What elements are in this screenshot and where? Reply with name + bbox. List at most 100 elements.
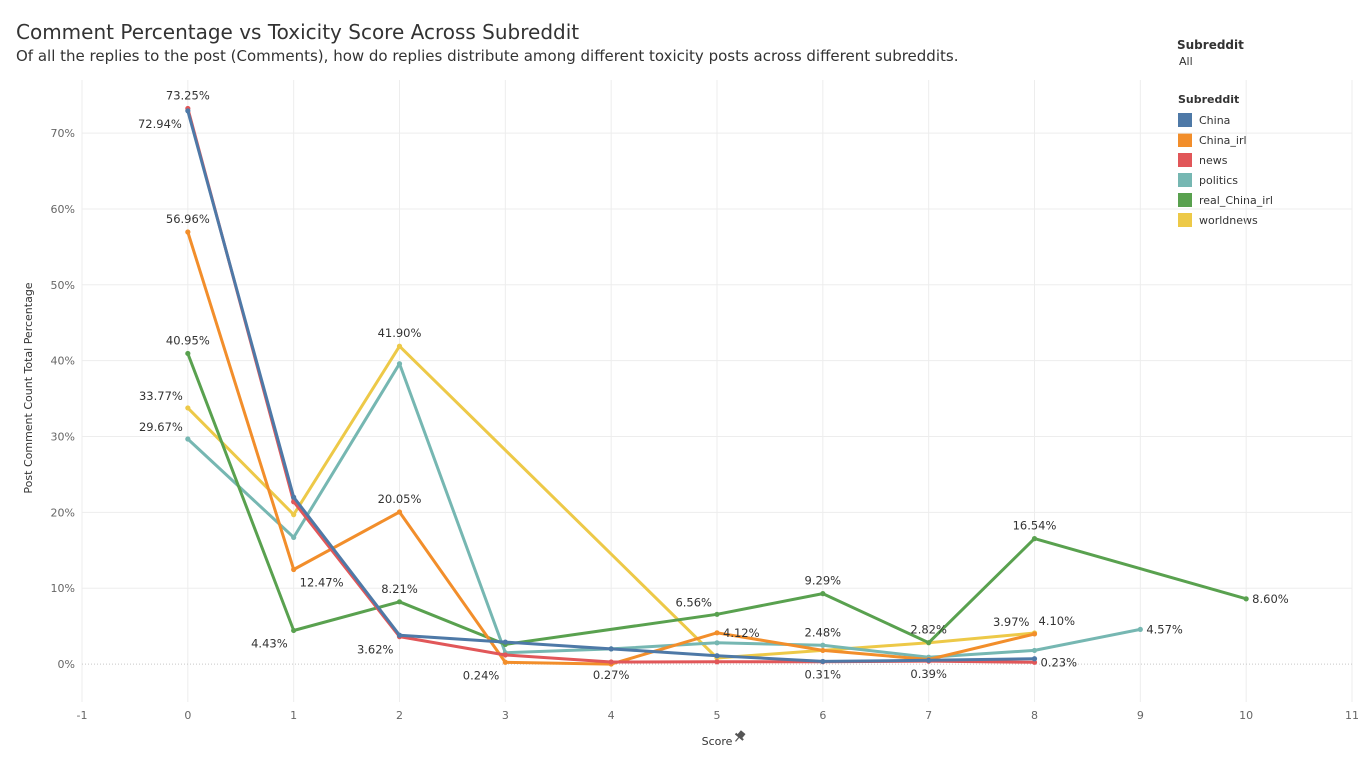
- x-tick-label: 3: [502, 709, 509, 722]
- x-axis-ticks: -1 0 1 2 3 4 5 6 7 8 9 10 11: [77, 709, 1359, 722]
- legend-label: China_irl: [1199, 133, 1247, 147]
- data-point-worldnews[interactable]: [291, 512, 297, 518]
- data-label: 9.29%: [805, 574, 842, 588]
- data-point-china-irl[interactable]: [291, 566, 297, 573]
- x-tick-label: 7: [925, 709, 932, 722]
- data-point-politics[interactable]: [291, 534, 297, 540]
- y-tick-label: 40%: [51, 355, 75, 368]
- data-point-china[interactable]: [820, 658, 826, 665]
- data-label: 0.24%: [463, 668, 500, 682]
- legend-swatch: [1178, 173, 1192, 187]
- series-line-worldnews[interactable]: [186, 344, 1035, 660]
- legend-item-politics[interactable]: politics: [1178, 170, 1273, 190]
- legend-item-worldnews[interactable]: worldnews: [1178, 210, 1273, 230]
- data-label: 8.60%: [1252, 592, 1289, 606]
- data-point-china[interactable]: [1031, 656, 1038, 662]
- legend-label: China: [1199, 113, 1231, 127]
- y-axis-title: Post Comment Count Total Percentage: [22, 282, 35, 493]
- data-point-china-irl[interactable]: [185, 229, 191, 235]
- legend-item-china-irl[interactable]: China_irl: [1178, 130, 1273, 150]
- data-label: 0.31%: [805, 668, 842, 682]
- legend-label: real_China_irl: [1199, 193, 1273, 207]
- data-point-china-irl[interactable]: [396, 509, 403, 515]
- chart-title: Comment Percentage vs Toxicity Score Acr…: [16, 20, 580, 44]
- data-point-news[interactable]: [502, 652, 508, 658]
- data-point-china[interactable]: [185, 108, 191, 114]
- data-point-china[interactable]: [926, 657, 932, 663]
- data-point-news[interactable]: [714, 659, 720, 665]
- data-point-worldnews[interactable]: [185, 405, 191, 411]
- data-point-real-china-irl[interactable]: [714, 611, 720, 617]
- x-tick-label: 1: [290, 709, 297, 722]
- data-label: 2.48%: [805, 625, 842, 639]
- data-label: 29.67%: [139, 420, 183, 434]
- y-tick-label: 20%: [51, 506, 75, 519]
- legend-item-real-china-irl[interactable]: real_China_irl: [1178, 190, 1273, 210]
- data-point-news[interactable]: [1031, 659, 1038, 665]
- legend-item-china[interactable]: China: [1178, 110, 1273, 130]
- data-point-china[interactable]: [502, 639, 508, 645]
- data-point-china-irl[interactable]: [502, 659, 508, 665]
- data-label: 12.47%: [300, 575, 344, 589]
- data-label: 8.21%: [381, 582, 418, 596]
- data-point-real-china-irl[interactable]: [1031, 536, 1038, 542]
- x-tick-label: 4: [608, 709, 615, 722]
- subreddit-filter[interactable]: Subreddit All: [1177, 38, 1244, 68]
- x-tick-label: 5: [714, 709, 721, 722]
- legend-swatch: [1178, 193, 1192, 207]
- data-point-politics[interactable]: [396, 361, 403, 367]
- data-point-real-china-irl[interactable]: [820, 591, 826, 597]
- data-point-china[interactable]: [396, 632, 403, 638]
- data-point-worldnews[interactable]: [396, 343, 403, 349]
- gridlines: [81, 80, 1353, 702]
- data-point-real-china-irl[interactable]: [1243, 596, 1249, 602]
- data-point-china-irl[interactable]: [1031, 631, 1038, 637]
- data-point-real-china-irl[interactable]: [291, 627, 297, 634]
- data-label: 16.54%: [1013, 519, 1057, 533]
- data-point-politics[interactable]: [1137, 626, 1143, 633]
- x-tick-label: 2: [396, 709, 403, 722]
- legend: Subreddit China China_irl news politics real…: [1178, 93, 1273, 230]
- data-label: 0.27%: [593, 668, 630, 682]
- filter-value[interactable]: All: [1179, 55, 1193, 68]
- data-point-news[interactable]: [608, 659, 614, 665]
- data-label: 6.56%: [675, 595, 712, 609]
- legend-swatch: [1178, 113, 1192, 127]
- data-label: 2.82%: [910, 623, 947, 637]
- x-tick-label: 8: [1031, 709, 1038, 722]
- data-label: 73.25%: [166, 88, 210, 102]
- data-point-china-irl[interactable]: [714, 630, 720, 636]
- data-label: 56.96%: [166, 212, 210, 226]
- x-tick-label: 6: [819, 709, 826, 722]
- data-point-china[interactable]: [291, 494, 297, 500]
- series-line-politics[interactable]: [186, 362, 1141, 659]
- data-label: 4.12%: [723, 626, 760, 640]
- data-point-china[interactable]: [608, 646, 614, 652]
- data-point-real-china-irl[interactable]: [396, 599, 403, 605]
- data-point-politics[interactable]: [820, 642, 826, 648]
- x-tick-label: -1: [77, 709, 88, 722]
- data-point-politics[interactable]: [185, 436, 191, 442]
- data-point-real-china-irl[interactable]: [185, 350, 191, 357]
- data-point-politics[interactable]: [1031, 647, 1038, 654]
- y-tick-label: 50%: [51, 279, 75, 292]
- data-label: 4.43%: [251, 636, 288, 650]
- x-tick-label: 9: [1137, 709, 1144, 722]
- legend-label: news: [1199, 153, 1228, 167]
- data-label: 3.62%: [357, 643, 394, 657]
- data-label: 0.23%: [1041, 655, 1078, 669]
- legend-item-news[interactable]: news: [1178, 150, 1273, 170]
- legend-label: worldnews: [1199, 213, 1258, 227]
- data-point-real-china-irl[interactable]: [926, 640, 932, 646]
- series-lines: [185, 105, 1249, 667]
- data-point-china[interactable]: [714, 653, 720, 659]
- pin-icon: [734, 730, 746, 742]
- data-point-china-irl[interactable]: [820, 647, 826, 654]
- legend-swatch: [1178, 133, 1192, 147]
- data-label: 4.10%: [1039, 614, 1076, 628]
- y-tick-label: 60%: [51, 203, 75, 216]
- legend-label: politics: [1199, 173, 1238, 187]
- data-point-politics[interactable]: [714, 640, 720, 646]
- y-tick-label: 10%: [51, 582, 75, 595]
